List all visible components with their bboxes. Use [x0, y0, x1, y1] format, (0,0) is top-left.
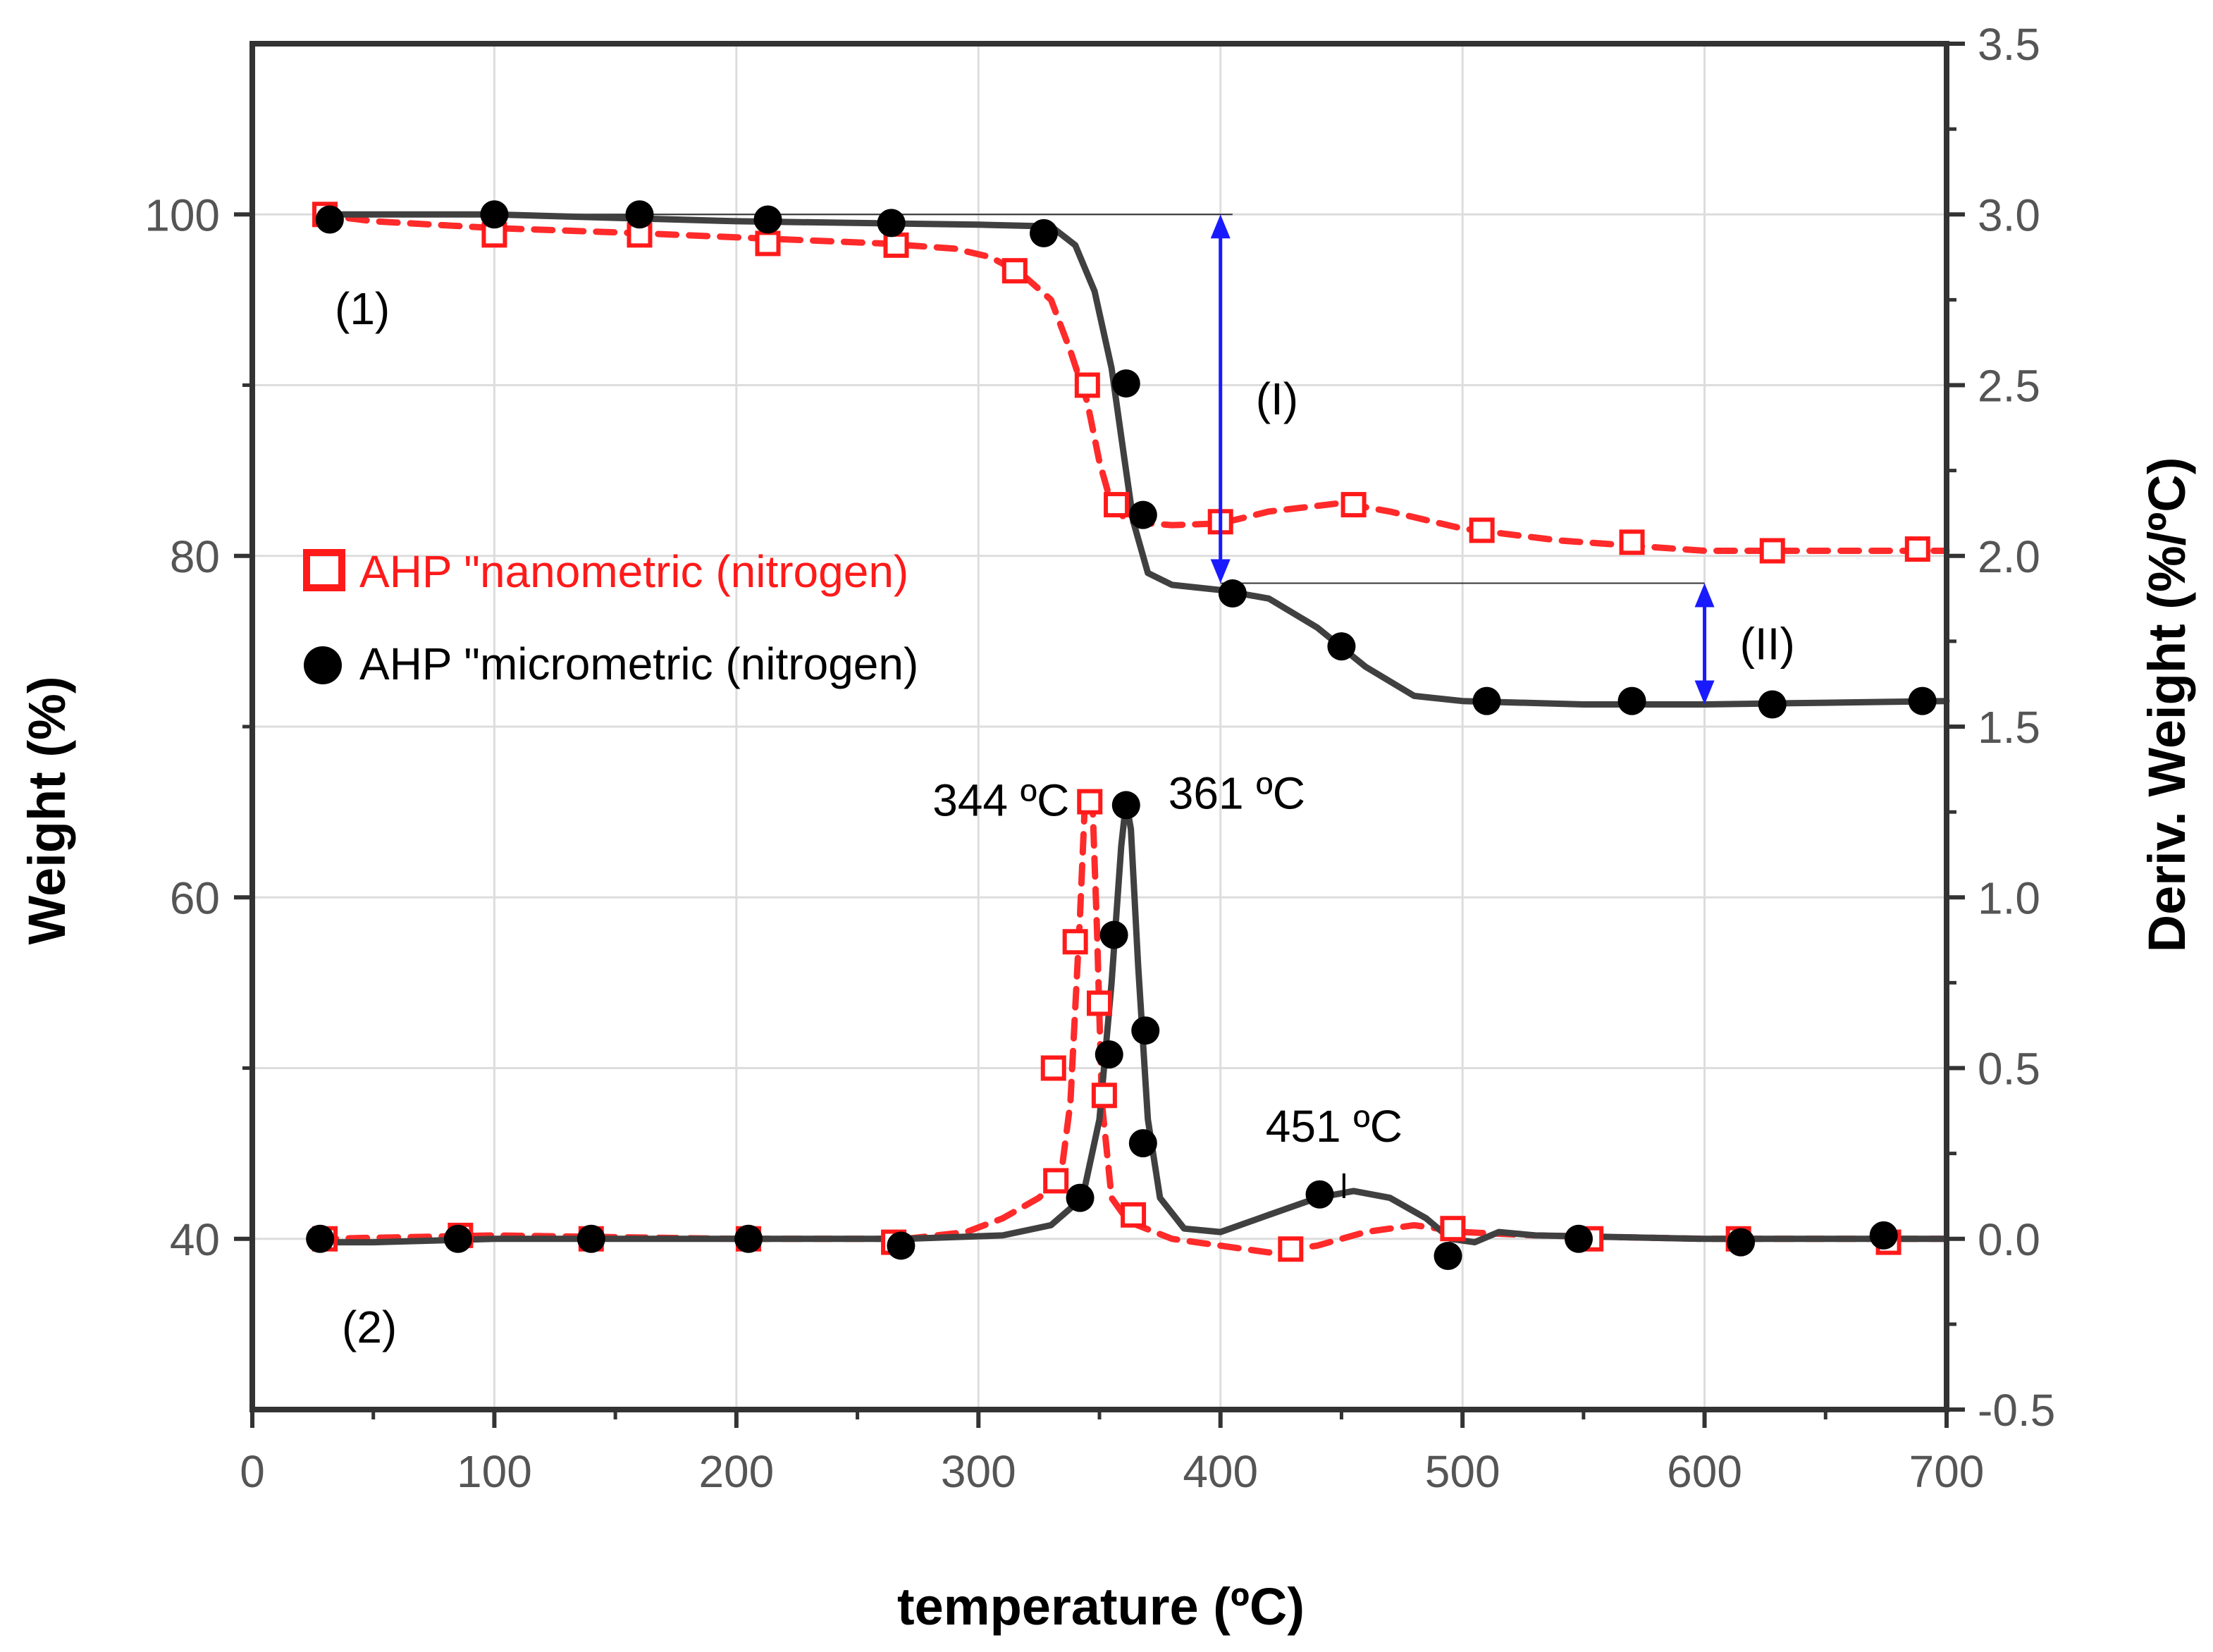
step-arrow-head-top-2 — [1694, 583, 1715, 608]
x-tick-label: 0 — [240, 1446, 265, 1497]
x-tick-label: 100 — [457, 1446, 532, 1497]
curve-label-1: (1) — [335, 283, 390, 334]
marker-square-2 — [1077, 789, 1103, 815]
y-right-tick-label: 1.5 — [1978, 702, 2040, 753]
marker-circle-1 — [1128, 500, 1157, 529]
axis-layer: 0 100 200 300 400 500 600 700 40 60 80 100 -0.5 0.0 0.… — [144, 19, 2055, 1497]
marker-circle-3 — [577, 1224, 605, 1253]
y-left-axis-title: Weight (%) — [18, 677, 76, 945]
legend-label-micrometric: AHP "micrometric (nitrogen) — [359, 639, 918, 689]
y-left-tick-label: 100 — [144, 190, 220, 240]
marker-square-2 — [1087, 990, 1112, 1016]
marker-circle-1 — [480, 200, 509, 229]
y-right-axis-title: Deriv. Weight (%/ºC) — [2138, 457, 2196, 953]
marker-circle-3 — [1111, 791, 1140, 820]
marker-circle-1 — [625, 200, 654, 229]
peak-label-451: 451 ºC — [1266, 1101, 1403, 1152]
marker-square-2 — [1043, 1168, 1069, 1194]
marker-circle-3 — [306, 1224, 335, 1253]
y-right-tick-label: 0.0 — [1978, 1214, 2040, 1265]
y-left-tick-label: 60 — [170, 873, 220, 923]
marker-circle-3 — [1099, 920, 1128, 949]
marker-circle-3 — [1095, 1040, 1123, 1069]
marker-circle-3 — [1564, 1224, 1593, 1253]
marker-square-0 — [1469, 517, 1495, 543]
series-line-1 — [314, 211, 1950, 708]
marker-square-2 — [1040, 1055, 1066, 1081]
legend-marker-micrometric — [304, 646, 342, 684]
legend-label-nanometric: AHP "nanometric (nitrogen) — [359, 546, 908, 597]
step-label-1: (I) — [1256, 374, 1298, 424]
marker-circle-3 — [1305, 1180, 1334, 1209]
marker-circle-3 — [1131, 1016, 1160, 1045]
marker-circle-3 — [1066, 1183, 1095, 1212]
series-line-3 — [314, 799, 1950, 1246]
y-left-tick-label: 40 — [170, 1214, 220, 1265]
step-arrow-head-bottom-2 — [1694, 680, 1715, 705]
marker-circle-1 — [1111, 369, 1140, 398]
marker-circle-1 — [315, 205, 344, 234]
marker-square-0 — [883, 232, 909, 258]
marker-circle-1 — [1218, 579, 1247, 608]
marker-circle-3 — [1128, 1129, 1157, 1158]
marker-circle-1 — [877, 209, 906, 238]
marker-square-2 — [1091, 1083, 1117, 1109]
marker-square-0 — [755, 230, 781, 257]
x-axis-title: temperature (ºC) — [897, 1577, 1305, 1636]
marker-square-2 — [1121, 1202, 1147, 1228]
marker-circle-3 — [1727, 1228, 1756, 1257]
x-tick-label: 500 — [1425, 1446, 1500, 1497]
y-right-tick-label: -0.5 — [1978, 1385, 2055, 1436]
curve-label-2: (2) — [342, 1302, 397, 1352]
series-layer — [314, 211, 1950, 1256]
marker-circle-3 — [443, 1224, 472, 1253]
marker-square-0 — [1001, 258, 1028, 284]
y-left-tick-label: 80 — [170, 531, 220, 582]
y-right-tick-label: 1.0 — [1978, 873, 2040, 923]
marker-circle-3 — [1869, 1221, 1898, 1250]
x-tick-label: 200 — [698, 1446, 774, 1497]
marker-layer — [306, 200, 1937, 1270]
marker-circle-1 — [1758, 690, 1787, 719]
legend-marker-nanometric — [303, 549, 345, 591]
marker-circle-3 — [734, 1224, 763, 1253]
step-arrow-head-top-1 — [1210, 214, 1231, 239]
x-tick-label: 300 — [941, 1446, 1016, 1497]
marker-square-0 — [1904, 536, 1930, 562]
marker-square-2 — [1062, 929, 1088, 955]
marker-circle-1 — [1327, 632, 1356, 661]
peak-label-344: 344 ºC — [932, 775, 1069, 826]
marker-square-2 — [1278, 1236, 1304, 1262]
series-line-2 — [314, 791, 1950, 1256]
legend: AHP "nanometric (nitrogen) AHP "micromet… — [303, 546, 918, 689]
marker-square-2 — [1440, 1216, 1466, 1242]
marker-circle-1 — [753, 205, 782, 234]
marker-square-0 — [1104, 492, 1130, 518]
marker-circle-1 — [1617, 686, 1646, 715]
marker-circle-1 — [1472, 686, 1501, 715]
marker-square-0 — [1619, 529, 1645, 555]
marker-circle-3 — [1434, 1241, 1462, 1270]
x-tick-label: 600 — [1667, 1446, 1742, 1497]
marker-square-0 — [1759, 538, 1785, 564]
reference-lines — [494, 214, 1705, 584]
peak-label-361: 361 ºC — [1169, 768, 1305, 819]
marker-square-0 — [1074, 372, 1100, 398]
marker-square-0 — [1340, 492, 1367, 518]
step-arrow-head-bottom-1 — [1210, 559, 1231, 584]
grid-layer — [252, 44, 1947, 1410]
annotation-layer: (I) (II) 344 ºC 361 ºC 451 ºC — [932, 214, 1795, 1198]
marker-circle-1 — [1908, 686, 1937, 715]
y-right-tick-label: 2.5 — [1978, 361, 2040, 412]
step-label-2: (II) — [1740, 619, 1795, 670]
marker-circle-3 — [887, 1231, 916, 1260]
y-right-tick-label: 0.5 — [1978, 1044, 2040, 1095]
x-tick-label: 400 — [1183, 1446, 1258, 1497]
y-right-tick-label: 3.0 — [1978, 190, 2040, 240]
y-right-tick-label: 3.5 — [1978, 19, 2040, 70]
x-tick-label: 700 — [1909, 1446, 1985, 1497]
marker-circle-1 — [1030, 218, 1059, 247]
y-right-tick-label: 2.0 — [1978, 531, 2040, 582]
